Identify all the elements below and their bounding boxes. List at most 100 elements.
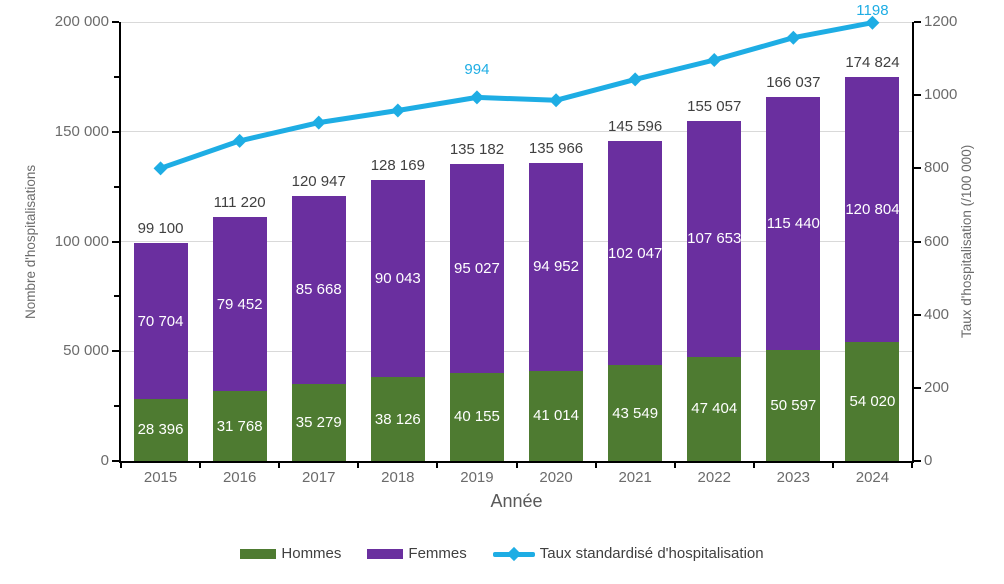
bar-label-hommes-2016: 31 768 <box>216 417 263 435</box>
x-tick <box>199 463 202 468</box>
x-tick-label-2017: 2017 <box>302 469 336 486</box>
y-tick-label-right: 1200 <box>924 13 958 30</box>
x-axis-title: Année <box>490 491 543 511</box>
y-tick-label-left: 0 <box>100 452 109 469</box>
bar-label-hommes-2021: 43 549 <box>612 404 659 422</box>
legend-item-taux-standardise: Taux standardisé d'hospitalisation <box>492 545 764 562</box>
legend-swatch-femmes-icon <box>367 548 404 559</box>
total-label-2021: 145 596 <box>608 118 663 136</box>
rate-marker-2019 <box>469 90 484 105</box>
bar-hommes-2020: 41 014 <box>529 370 584 461</box>
x-tick <box>120 463 122 468</box>
x-tick-label-2024: 2024 <box>855 469 890 486</box>
bar-label-femmes-2018: 90 043 <box>374 270 421 287</box>
bar-hommes-2016: 31 768 <box>212 391 267 461</box>
x-tick-label-2021: 2021 <box>618 469 652 486</box>
y-tick-label-right: 200 <box>924 378 950 396</box>
bar-femmes-2016: 79 452 <box>212 216 267 392</box>
y-tick-right <box>914 386 921 389</box>
bar-femmes-2019: 95 027 <box>449 164 504 373</box>
bar-hommes-2019: 40 155 <box>449 372 504 461</box>
rate-marker-2016 <box>232 133 247 148</box>
x-tick <box>278 463 281 468</box>
y-tick-right <box>914 94 921 97</box>
x-tick-label-2018: 2018 <box>381 469 415 486</box>
total-label-2023: 166 037 <box>766 73 821 91</box>
y-tick-left <box>112 460 119 462</box>
bar-label-hommes-2022: 47 404 <box>691 400 738 418</box>
legend-swatch-line-icon <box>492 546 535 561</box>
y-tick-label-left: 150 000 <box>54 122 109 140</box>
bar-label-femmes-2016: 79 452 <box>216 295 263 313</box>
x-tick <box>752 463 755 468</box>
total-label-2020: 135 966 <box>528 139 584 157</box>
bar-femmes-2020: 94 952 <box>529 162 584 371</box>
y-tick-right <box>914 460 921 462</box>
bar-hommes-2017: 35 279 <box>291 383 346 461</box>
x-tick <box>357 463 360 468</box>
rate-marker-2024 <box>865 15 880 30</box>
y-tick-left <box>112 130 119 133</box>
rate-marker-2022 <box>707 53 722 68</box>
x-tick-label-2015: 2015 <box>143 469 178 486</box>
total-label-2019: 135 182 <box>449 141 505 159</box>
x-tick <box>911 463 913 468</box>
y-tick-label-right: 400 <box>924 305 950 323</box>
bar-label-femmes-2022: 107 653 <box>687 230 742 248</box>
bar-femmes-2018: 90 043 <box>370 179 425 378</box>
y-tick-left <box>112 240 119 243</box>
bar-femmes-2015: 70 704 <box>133 243 188 399</box>
gridline <box>121 131 912 133</box>
total-label-2024: 174 824 <box>845 54 900 72</box>
y-tick-label-right: 1000 <box>924 86 958 104</box>
y-tick-label-right: 0 <box>924 452 933 469</box>
bar-hommes-2015: 28 396 <box>133 398 188 461</box>
bar-label-hommes-2018: 38 126 <box>374 410 421 428</box>
bar-femmes-2021: 102 047 <box>608 141 662 366</box>
bar-hommes-2023: 50 597 <box>766 349 821 461</box>
y-tick-left <box>112 350 119 353</box>
rate-label-2024: 1198 <box>856 2 889 19</box>
rate-line-layer <box>153 15 880 176</box>
rate-label-2019: 994 <box>464 61 490 79</box>
total-label-2022: 155 057 <box>687 97 742 115</box>
bar-label-hommes-2015: 28 396 <box>137 421 184 439</box>
rate-marker-2023 <box>786 30 801 45</box>
x-tick <box>515 463 518 468</box>
legend-swatch-hommes-icon <box>240 548 277 559</box>
gridline <box>121 350 912 352</box>
legend-label-hommes: Hommes <box>281 545 342 562</box>
bar-femmes-2022: 107 653 <box>687 120 742 357</box>
bar-hommes-2021: 43 549 <box>608 365 663 461</box>
rate-marker-2017 <box>311 115 326 130</box>
x-tick-label-2020: 2020 <box>539 469 573 486</box>
bar-label-hommes-2019: 40 155 <box>453 408 500 426</box>
bar-femmes-2017: 85 668 <box>291 195 346 384</box>
bar-label-femmes-2024: 120 804 <box>845 201 900 219</box>
rate-line <box>158 20 875 171</box>
y-tick-right <box>914 240 921 243</box>
legend-label-taux-standardise: Taux standardisé d'hospitalisation <box>539 545 764 562</box>
y-tick-label-left: 50 000 <box>63 342 109 360</box>
y-tick-right <box>914 313 921 316</box>
bar-label-femmes-2023: 115 440 <box>766 214 820 232</box>
plot-area: 28 396 70 704 99 100 31 768 79 452 111 220 35 … <box>119 15 914 463</box>
bar-label-hommes-2017: 35 279 <box>295 413 342 431</box>
legend-diamond-icon <box>506 546 521 561</box>
x-tick-label-2019: 2019 <box>460 469 494 486</box>
x-tick-label-2023: 2023 <box>776 469 811 486</box>
bar-label-femmes-2017: 85 668 <box>295 281 342 299</box>
x-tick <box>831 463 834 468</box>
rate-marker-2021 <box>628 72 643 87</box>
y-tick-label-left: 100 000 <box>54 232 109 250</box>
y-tick-minor-left <box>114 75 119 78</box>
y-tick-left <box>112 21 119 23</box>
y-tick-label-right: 800 <box>924 159 950 177</box>
bar-hommes-2022: 47 404 <box>687 356 742 461</box>
total-label-2016: 111 220 <box>213 193 266 211</box>
bar-label-femmes-2015: 70 704 <box>137 312 184 330</box>
gridline <box>121 21 912 23</box>
total-label-2018: 128 169 <box>370 156 425 174</box>
bar-label-femmes-2019: 95 027 <box>453 260 500 278</box>
bar-femmes-2024: 120 804 <box>845 77 900 343</box>
